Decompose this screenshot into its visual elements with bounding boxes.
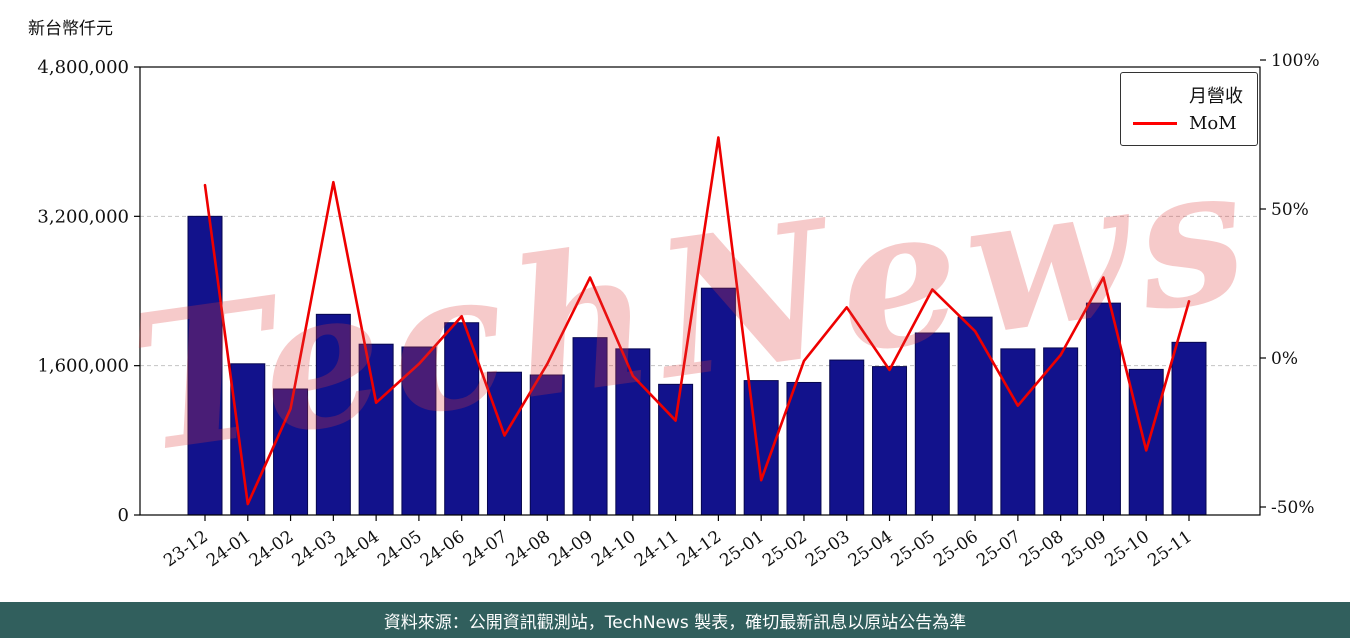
x-tick-label-25-11: 25-11 xyxy=(1144,527,1196,571)
x-tick-label-24-01: 24-01 xyxy=(203,527,255,571)
x-tick-label-25-10: 25-10 xyxy=(1101,527,1153,571)
right-tick-label: 100% xyxy=(1271,51,1320,71)
revenue-bar-24-03 xyxy=(315,313,351,516)
x-tick-label-25-06: 25-06 xyxy=(930,527,982,571)
x-tick-label-25-09: 25-09 xyxy=(1059,527,1111,571)
revenue-bar-25-10 xyxy=(1128,368,1164,516)
revenue-bar-25-08 xyxy=(1043,347,1079,516)
revenue-bar-24-07 xyxy=(486,371,522,516)
revenue-bar-25-09 xyxy=(1085,302,1121,516)
mom-line xyxy=(203,136,1191,506)
right-tick-label: 50% xyxy=(1271,200,1309,220)
left-tick-label: 0 xyxy=(118,505,129,526)
x-tick-label-24-06: 24-06 xyxy=(417,527,469,571)
x-tick-label-24-10: 24-10 xyxy=(588,527,640,571)
revenue-bar-24-05 xyxy=(401,346,437,516)
x-tick-label-25-03: 25-03 xyxy=(802,527,854,571)
x-tick-label-24-05: 24-05 xyxy=(374,527,426,571)
revenue-bar-23-12 xyxy=(187,215,223,516)
revenue-bar-25-07 xyxy=(1000,348,1036,516)
legend-entry-revenue: 月營收 xyxy=(1133,81,1243,109)
x-tick-label-24-09: 24-09 xyxy=(545,527,597,571)
left-tick-label: 4,800,000 xyxy=(37,57,129,78)
x-tick-label-25-02: 25-02 xyxy=(759,527,811,571)
x-tick-label-25-07: 25-07 xyxy=(973,527,1025,571)
left-tick-label: 3,200,000 xyxy=(37,206,129,227)
revenue-bar-25-03 xyxy=(829,359,865,516)
revenue-bar-24-08 xyxy=(529,374,565,516)
revenue-bar-24-04 xyxy=(358,343,394,516)
revenue-bar-24-11 xyxy=(658,383,694,516)
x-tick-label-24-11: 24-11 xyxy=(631,527,683,571)
legend-label-revenue: 月營收 xyxy=(1189,86,1243,107)
revenue-bar-25-11 xyxy=(1171,341,1207,516)
x-tick-label-25-04: 25-04 xyxy=(845,527,897,571)
x-tick-label-23-12: 23-12 xyxy=(160,527,212,571)
x-tick-label-25-05: 25-05 xyxy=(888,527,940,571)
revenue-bar-25-06 xyxy=(957,316,993,516)
revenue-bar-24-12 xyxy=(700,287,736,516)
x-tick-label-24-12: 24-12 xyxy=(674,527,726,571)
source-footer: 資料來源：公開資訊觀測站，TechNews 製表，確切最新訊息以原站公告為準 xyxy=(0,602,1350,638)
revenue-bar-24-09 xyxy=(572,337,608,516)
x-tick-label-24-08: 24-08 xyxy=(503,527,555,571)
left-axis-title: 新台幣仟元 xyxy=(28,19,113,39)
revenue-bar-24-01 xyxy=(230,363,266,516)
revenue-bar-swatch xyxy=(1133,87,1177,103)
x-tick-label-24-07: 24-07 xyxy=(460,527,512,571)
right-tick-label: 0% xyxy=(1271,349,1298,369)
right-tick-label: -50% xyxy=(1271,498,1315,518)
revenue-bar-25-05 xyxy=(914,332,950,516)
x-tick-label-24-02: 24-02 xyxy=(246,527,298,571)
legend-entry-mom: MoM xyxy=(1133,109,1243,137)
x-tick-label-24-04: 24-04 xyxy=(331,527,383,571)
mom-line-swatch xyxy=(1133,121,1177,125)
revenue-bar-24-06 xyxy=(444,322,480,516)
revenue-mom-chart: 0 1,600,000 3,200,000 4,800,000 -50% 0% 50% 100… xyxy=(37,51,1320,571)
chart-legend: 月營收 MoM xyxy=(1120,72,1258,146)
x-tick-label-25-01: 25-01 xyxy=(716,527,768,571)
legend-label-mom: MoM xyxy=(1189,112,1237,134)
x-tick-label-25-08: 25-08 xyxy=(1016,527,1068,571)
x-tick-label-24-03: 24-03 xyxy=(289,527,341,571)
revenue-bar-25-04 xyxy=(872,366,908,516)
left-tick-label: 1,600,000 xyxy=(37,356,129,377)
plot-border xyxy=(139,66,1261,516)
revenue-bar-25-02 xyxy=(786,381,822,516)
